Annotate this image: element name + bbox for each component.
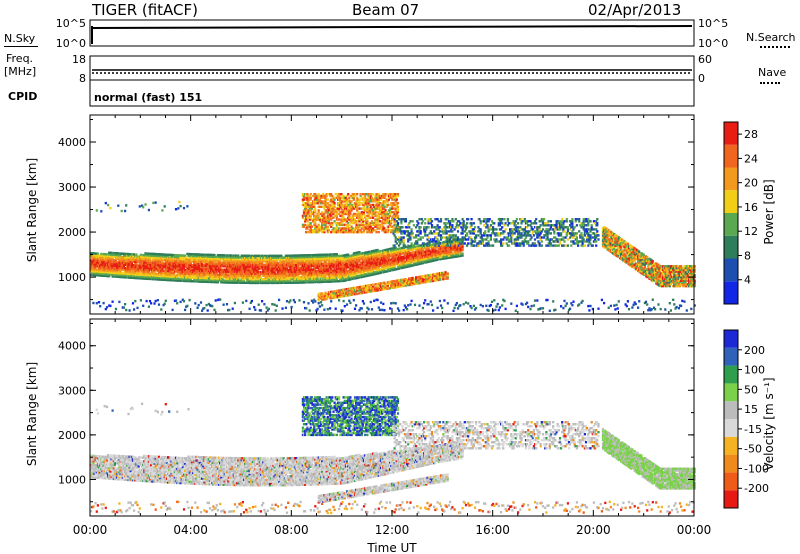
velocity-swatch (724, 330, 738, 348)
velocity-y-tick: 3000 (58, 384, 86, 397)
power-panel: 1000 2000 3000 4000 (58, 115, 696, 314)
power-y-tick: 1000 (58, 271, 86, 284)
velocity-cbar-tick: -50 (744, 443, 762, 456)
freq-tick-bottom: 8 (79, 72, 86, 85)
freq-panel (90, 56, 694, 80)
power-swatch (724, 259, 738, 282)
power-colorbar-label: Power [dB] (762, 179, 776, 244)
nsearch-tick-bottom: 10^0 (698, 37, 728, 50)
power-swatch (724, 281, 738, 304)
x-tick-label: 00:00 (677, 523, 712, 537)
nsky-panel (90, 20, 694, 46)
velocity-swatch (724, 383, 738, 401)
x-tick-label: 16:00 (475, 523, 510, 537)
velocity-cbar-tick: 15 (744, 403, 758, 416)
x-tick-label: 20:00 (576, 523, 611, 537)
cpid-value: normal (fast) 151 (94, 91, 202, 104)
velocity-cbar-tick: -15 (744, 423, 762, 436)
velocity-swatch (724, 437, 738, 455)
x-tick-label: 12:00 (375, 523, 410, 537)
velocity-swatch (724, 419, 738, 437)
nave-tick-top: 60 (698, 53, 712, 66)
power-y-tick: 2000 (58, 226, 86, 239)
nsearch-tick-top: 10^5 (698, 17, 728, 30)
power-cbar-tick: 16 (744, 201, 758, 214)
velocity-colorbar-label: Velocity [m s⁻¹] (762, 377, 776, 470)
velocity-cbar-tick: 200 (744, 344, 765, 357)
power-y-tick: 4000 (58, 136, 86, 149)
nsky-tick-top: 10^5 (56, 17, 86, 30)
velocity-cbar-tick: -200 (744, 482, 769, 495)
nave-tick-bottom: 0 (698, 72, 705, 85)
velocity-panel: 1000 2000 3000 4000 (58, 319, 696, 516)
power-cbar-tick: 4 (744, 274, 751, 287)
power-cbar-tick: 8 (744, 249, 751, 262)
velocity-y-tick: 4000 (58, 340, 86, 353)
power-swatch (724, 236, 738, 259)
power-swatch (724, 145, 738, 168)
x-axis-label: Time UT (366, 541, 417, 554)
velocity-y-tick: 2000 (58, 429, 86, 442)
velocity-swatch (724, 366, 738, 384)
x-tick-label: 08:00 (274, 523, 309, 537)
power-swatch (724, 213, 738, 236)
power-y-tick: 3000 (58, 181, 86, 194)
freq-tick-top: 18 (72, 53, 86, 66)
velocity-swatch (724, 401, 738, 419)
power-cbar-tick: 20 (744, 177, 758, 190)
time-axis: 00:00 04:00 08:00 12:00 16:00 20:00 00:00 (73, 523, 712, 537)
velocity-y-tick: 1000 (58, 473, 86, 486)
velocity-swatch (724, 490, 738, 508)
velocity-swatch (724, 455, 738, 473)
power-cbar-tick: 28 (744, 128, 758, 141)
power-swatch (724, 168, 738, 191)
x-tick-label: 00:00 (73, 523, 108, 537)
velocity-cbar-tick: 100 (744, 364, 765, 377)
x-tick-label: 04:00 (173, 523, 208, 537)
nsky-tick-bottom: 10^0 (56, 37, 86, 50)
header-panels-svg: 10^5 10^0 10^5 10^0 18 8 60 0 normal (fa… (0, 0, 800, 110)
power-cbar-tick: 24 (744, 152, 758, 165)
velocity-swatch (724, 348, 738, 366)
power-swatch (724, 122, 738, 145)
power-colorbar: 4 8 12 16 20 24 28 (724, 122, 758, 304)
velocity-cbar-tick: 50 (744, 383, 758, 396)
velocity-y-label: Slant Range [km] (25, 362, 39, 466)
power-swatch (724, 190, 738, 213)
power-cbar-tick: 12 (744, 225, 758, 238)
power-y-label: Slant Range [km] (25, 158, 39, 262)
velocity-swatch (724, 472, 738, 490)
